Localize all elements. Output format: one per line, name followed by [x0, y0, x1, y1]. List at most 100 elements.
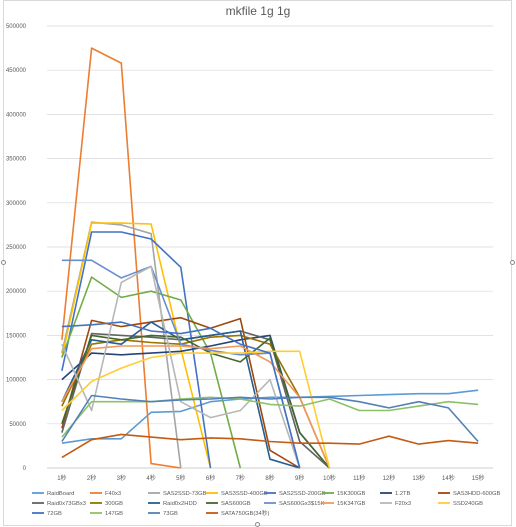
- data-point: [210, 350, 212, 352]
- data-point: [329, 396, 331, 398]
- series-11: [61, 334, 331, 469]
- series-14: [61, 265, 301, 469]
- data-point: [210, 348, 212, 350]
- data-point: [239, 318, 241, 320]
- data-point: [210, 467, 212, 469]
- data-point: [150, 342, 152, 344]
- series-19: [61, 433, 479, 459]
- data-point: [299, 467, 301, 469]
- legend-item: F20x3: [380, 501, 411, 507]
- y-tick-label: 50000: [9, 422, 26, 428]
- data-point: [180, 399, 182, 401]
- data-point: [210, 401, 212, 403]
- data-point: [299, 441, 301, 443]
- legend-item: SAS2SSD-73GB: [148, 491, 207, 497]
- series-line: [61, 316, 301, 469]
- series-line: [61, 350, 331, 469]
- data-point: [61, 432, 63, 434]
- y-tick-label: 450000: [6, 68, 27, 74]
- data-point: [91, 324, 93, 326]
- data-point: [299, 396, 301, 398]
- data-point: [239, 361, 241, 363]
- legend-item: 72GB: [32, 511, 62, 517]
- data-point: [91, 335, 93, 337]
- data-point: [239, 339, 241, 341]
- data-point: [210, 336, 212, 338]
- legend-label: SAS3SSD-400GB: [221, 491, 268, 497]
- data-point: [120, 296, 122, 298]
- data-point: [210, 335, 212, 337]
- data-point: [61, 441, 63, 443]
- resize-handle-left[interactable]: [1, 260, 6, 265]
- series-line: [61, 47, 181, 469]
- data-point: [477, 442, 479, 444]
- data-point: [269, 361, 271, 363]
- data-point: [477, 389, 479, 391]
- legend-label: SATA750GB(34秒): [221, 509, 270, 517]
- data-point: [239, 438, 241, 440]
- data-point: [120, 222, 122, 224]
- data-point: [120, 231, 122, 233]
- series-3: [61, 222, 212, 469]
- x-tick-label: 3秒: [117, 474, 126, 482]
- legend-item: SAS3SSD-400GB: [206, 491, 268, 497]
- resize-handle-right[interactable]: [510, 260, 515, 265]
- data-point: [120, 224, 122, 226]
- data-point: [180, 350, 182, 352]
- data-point: [61, 339, 63, 341]
- data-point: [91, 231, 93, 233]
- data-point: [120, 354, 122, 356]
- data-point: [180, 343, 182, 345]
- legend-label: 73GB: [163, 511, 178, 517]
- data-point: [239, 396, 241, 398]
- chart-title: mkfile 1g 1g: [226, 4, 291, 18]
- data-point: [448, 393, 450, 395]
- series-15: [61, 350, 331, 469]
- data-point: [91, 343, 93, 345]
- data-point: [388, 410, 390, 412]
- data-point: [150, 238, 152, 240]
- data-point: [150, 223, 152, 225]
- legend-item: 1.2TB: [380, 491, 411, 497]
- data-point: [120, 339, 122, 341]
- data-point: [388, 394, 390, 396]
- data-point: [180, 439, 182, 441]
- data-point: [269, 441, 271, 443]
- legend-item: 73GB: [148, 511, 178, 517]
- data-point: [61, 379, 63, 381]
- legend-item: 15K300GB: [322, 491, 365, 497]
- data-point: [180, 266, 182, 268]
- data-point: [120, 343, 122, 345]
- series-12: [61, 259, 301, 469]
- data-point: [150, 321, 152, 323]
- data-point: [388, 435, 390, 437]
- data-point: [91, 222, 93, 224]
- series-18: [61, 394, 479, 443]
- data-point: [210, 396, 212, 398]
- data-point: [150, 411, 152, 413]
- data-point: [239, 398, 241, 400]
- data-point: [120, 335, 122, 337]
- y-tick-label: 400000: [6, 112, 27, 118]
- legend-item: SAS3HDD-600GB: [438, 491, 500, 497]
- data-point: [91, 333, 93, 335]
- legend-label: SAS600Gx3$15K: [279, 501, 325, 507]
- data-point: [61, 456, 63, 458]
- data-point: [61, 401, 63, 403]
- data-point: [477, 403, 479, 405]
- x-tick-label: 7秒: [236, 474, 245, 482]
- legend-item: SAS600GB: [206, 501, 251, 507]
- data-point: [91, 439, 93, 441]
- legend-item: SATA750GB(34秒): [206, 509, 270, 517]
- legend-label: RaidBoard: [47, 491, 74, 497]
- y-tick-label: 100000: [6, 378, 27, 384]
- series-line: [61, 334, 331, 469]
- data-point: [150, 436, 152, 438]
- data-point: [120, 62, 122, 64]
- data-point: [61, 410, 63, 412]
- data-point: [269, 337, 271, 339]
- data-point: [299, 442, 301, 444]
- data-point: [180, 336, 182, 338]
- series-line: [61, 265, 301, 469]
- data-point: [299, 432, 301, 434]
